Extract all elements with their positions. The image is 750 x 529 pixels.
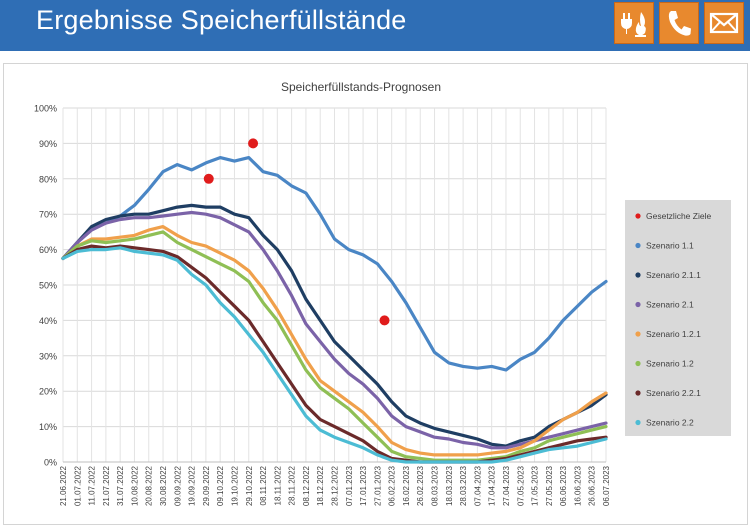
x-tick-label: 16.06.2023 xyxy=(573,465,582,506)
x-tick-label: 21.07.2022 xyxy=(102,465,111,506)
target-layer xyxy=(203,138,390,326)
grid xyxy=(62,107,607,463)
x-tick-label: 18.11.2022 xyxy=(273,465,282,505)
series-line-szenario-1-2-1 xyxy=(61,225,608,457)
x-tick-label: 28.12.2022 xyxy=(331,465,340,506)
legend-entry: Szenario 1.2.1 xyxy=(646,329,701,339)
mail-icon xyxy=(709,12,739,34)
series-line-szenario-2-2-1 xyxy=(61,244,608,464)
x-tick-label: 17.05.2023 xyxy=(531,465,540,506)
legend-marker xyxy=(635,301,641,308)
x-tick-label: 27.01.2023 xyxy=(373,465,382,506)
legend-entry: Szenario 2.1.1 xyxy=(646,270,701,280)
x-tick-label: 30.08.2022 xyxy=(159,465,168,506)
y-tick-label: 0% xyxy=(44,458,57,468)
y-tick-label: 20% xyxy=(39,387,57,397)
energy-icon xyxy=(621,12,646,37)
target-point xyxy=(248,138,259,149)
axes: 0% 10% 20% 30% 40% 50% 60% 70% 80% 90% 100% 21.06.2… xyxy=(34,104,611,507)
x-tick-label: 29.10.2022 xyxy=(245,465,254,506)
x-tick-label: 16.02.2023 xyxy=(402,465,411,506)
mail-button[interactable] xyxy=(704,2,744,44)
energy-button[interactable] xyxy=(614,2,654,44)
series-line-szenario-2-1-1 xyxy=(61,203,608,448)
y-tick-label: 90% xyxy=(39,139,57,149)
x-tick-label: 09.10.2022 xyxy=(216,465,225,506)
x-tick-label: 08.11.2022 xyxy=(259,465,268,505)
chart-frame: Speicherfüllstands-Prognosen 0% 10% 20% 30%… xyxy=(3,63,748,525)
x-tick-label: 31.07.2022 xyxy=(116,465,125,506)
x-tick-label: 28.11.2022 xyxy=(288,465,297,505)
phone-icon xyxy=(668,11,691,36)
x-tick-label: 18.03.2023 xyxy=(445,465,454,506)
chart-title: Speicherfüllstands-Prognosen xyxy=(281,80,441,94)
legend-marker xyxy=(635,360,641,367)
legend-marker xyxy=(635,331,641,337)
x-tick-label: 28.03.2023 xyxy=(459,465,468,506)
legend-entry: Szenario 2.2 xyxy=(646,418,694,428)
x-tick-label: 08.12.2022 xyxy=(302,465,311,506)
legend-marker xyxy=(635,213,641,219)
x-tick-label: 10.08.2022 xyxy=(130,465,139,506)
x-tick-label: 19.10.2022 xyxy=(230,465,239,506)
x-tick-label: 20.08.2022 xyxy=(145,465,154,506)
y-tick-label: 100% xyxy=(34,104,57,114)
phone-button[interactable] xyxy=(659,2,699,44)
x-tick-label: 07.05.2023 xyxy=(516,465,525,506)
x-tick-label: 07.01.2023 xyxy=(345,465,354,506)
legend-marker xyxy=(635,272,641,278)
legend-entry: Szenario 2.2.1 xyxy=(646,388,701,398)
legend-entry: Szenario 1.1 xyxy=(646,241,694,251)
y-tick-label: 10% xyxy=(39,422,57,432)
x-tick-label: 27.05.2023 xyxy=(545,465,554,506)
y-tick-label: 70% xyxy=(39,210,57,220)
y-tick-label: 50% xyxy=(39,281,57,291)
x-tick-label: 29.09.2022 xyxy=(202,465,211,506)
y-tick-label: 40% xyxy=(39,316,57,326)
x-tick-label: 06.07.2023 xyxy=(602,465,611,506)
legend-marker xyxy=(635,390,641,396)
y-tick-label: 60% xyxy=(39,245,57,255)
series-line-szenario-1-1 xyxy=(61,155,608,372)
forecast-chart: Speicherfüllstands-Prognosen 0% 10% 20% 30%… xyxy=(34,80,731,507)
legend-entry: Szenario 2.1 xyxy=(646,300,694,310)
x-tick-label: 27.04.2023 xyxy=(502,465,511,506)
x-tick-label: 26.06.2023 xyxy=(588,465,597,506)
x-tick-label: 06.06.2023 xyxy=(559,465,568,506)
x-tick-label: 21.06.2022 xyxy=(59,465,68,506)
legend-entry: Szenario 1.2 xyxy=(646,359,694,369)
series-line-szenario-2-2 xyxy=(61,246,608,464)
target-point xyxy=(203,173,214,184)
series-line-szenario-1-2 xyxy=(61,230,608,462)
x-tick-label: 19.09.2022 xyxy=(188,465,197,506)
x-tick-label: 01.07.2022 xyxy=(73,465,82,506)
x-tick-label: 09.09.2022 xyxy=(173,465,182,506)
series-line-szenario-2-1 xyxy=(61,210,608,450)
legend-box xyxy=(625,200,731,436)
legend: Gesetzliche Ziele Szenario 1.1 Szenario 2.… xyxy=(625,200,731,436)
y-tick-label: 30% xyxy=(39,351,57,361)
x-tick-label: 17.04.2023 xyxy=(488,465,497,506)
legend-entry: Gesetzliche Ziele xyxy=(646,211,711,221)
x-tick-label: 26.02.2023 xyxy=(416,465,425,506)
page-title: Ergebnisse Speicherfüllstände xyxy=(36,5,407,35)
x-tick-label: 07.04.2023 xyxy=(473,465,482,506)
x-tick-label: 08.03.2023 xyxy=(431,465,440,506)
header-bar: Ergebnisse Speicherfüllstände xyxy=(0,0,750,51)
x-tick-label: 06.02.2023 xyxy=(388,465,397,506)
series-layer xyxy=(61,155,608,464)
legend-marker xyxy=(635,419,641,426)
x-tick-label: 11.07.2022 xyxy=(88,465,97,505)
target-point xyxy=(379,315,390,326)
x-tick-label: 18.12.2022 xyxy=(316,465,325,506)
y-tick-label: 80% xyxy=(39,174,57,184)
legend-marker xyxy=(635,242,641,249)
x-tick-label: 17.01.2023 xyxy=(359,465,368,506)
